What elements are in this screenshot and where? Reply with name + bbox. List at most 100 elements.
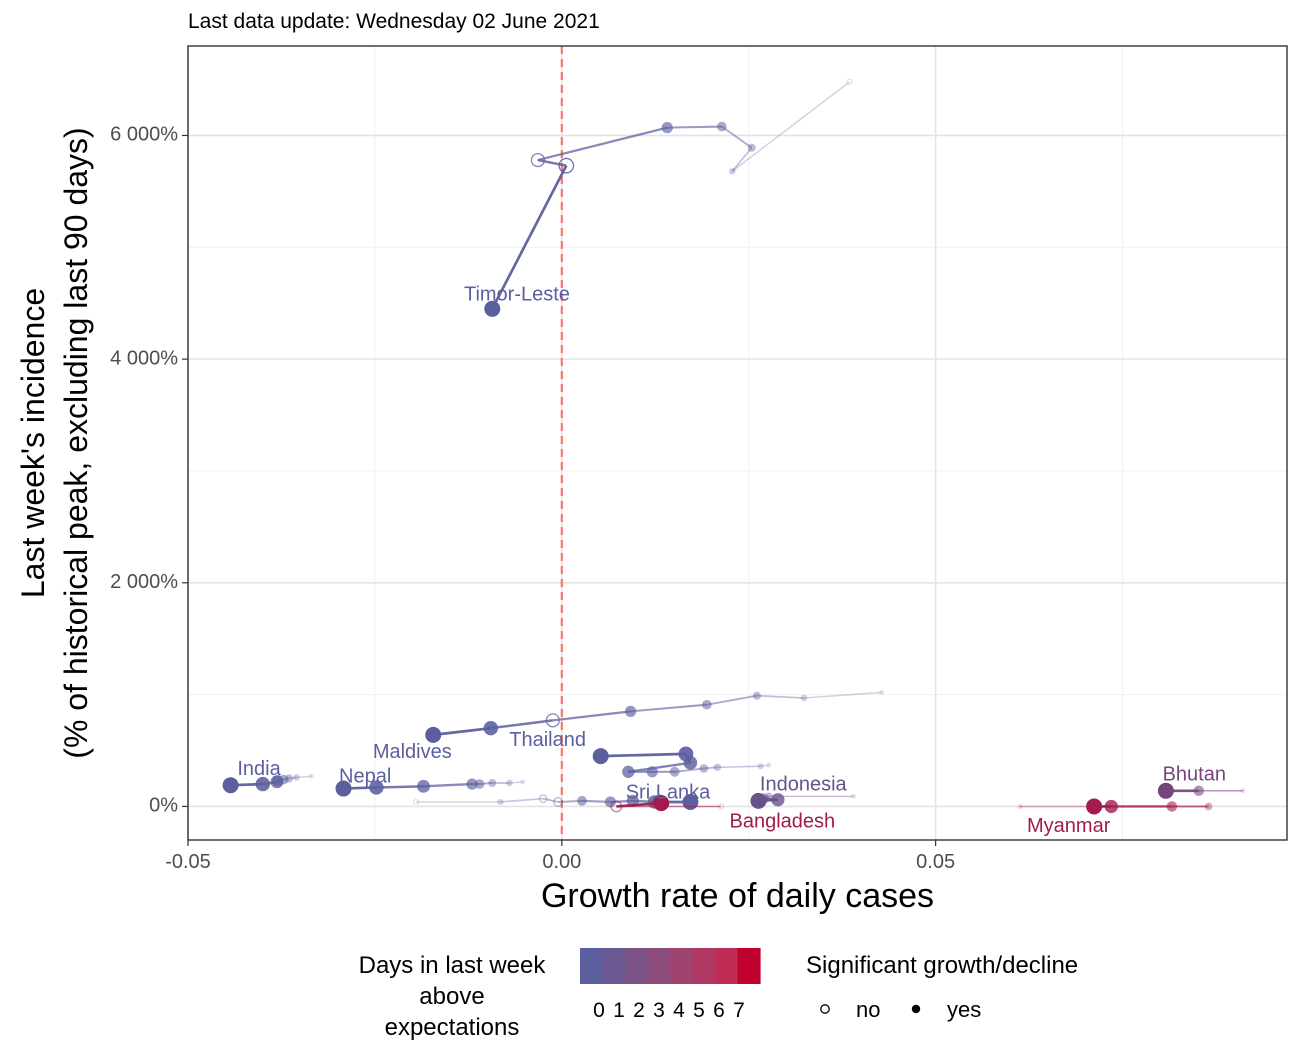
- series-nepal: [335, 778, 526, 797]
- color-legend-swatch: [647, 948, 671, 984]
- data-point: [308, 773, 314, 779]
- data-point: [846, 78, 853, 85]
- data-point: [483, 720, 498, 736]
- trajectory-segment: [491, 165, 568, 310]
- data-point: [558, 157, 575, 174]
- color-legend-swatch: [715, 948, 739, 984]
- panel-border: [187, 45, 1288, 841]
- y-tick-label: 2 000%: [110, 571, 178, 593]
- data-point: [771, 793, 785, 807]
- trajectory-segment: [706, 694, 758, 706]
- data-point: [520, 779, 526, 785]
- data-point: [530, 152, 545, 168]
- country-label-maldives: Maldives: [373, 741, 452, 763]
- series-maldives: [425, 689, 885, 743]
- data-point: [335, 780, 352, 797]
- data-point: [425, 726, 442, 743]
- data-point: [538, 794, 548, 803]
- trajectory-segment: [731, 147, 753, 172]
- data-point: [506, 779, 513, 787]
- color-legend-swatch: [625, 948, 649, 984]
- data-point: [716, 121, 727, 132]
- y-tick-label: 0%: [149, 795, 178, 817]
- data-point: [699, 764, 709, 773]
- x-axis-title: Growth rate of daily cases: [541, 877, 934, 915]
- trajectory-segment: [600, 752, 686, 758]
- country-label-nepal: Nepal: [339, 766, 391, 788]
- data-point: [701, 699, 712, 710]
- data-point: [646, 766, 658, 778]
- trajectory-segment: [288, 776, 297, 780]
- color-legend-swatch: [670, 948, 694, 984]
- data-point: [466, 778, 478, 790]
- chart-subtitle: Last data update: Wednesday 02 June 2021: [188, 10, 600, 33]
- data-point: [488, 778, 497, 788]
- country-label-bhutan: Bhutan: [1163, 763, 1226, 785]
- trajectory-segment: [542, 797, 559, 803]
- plot-panel: [188, 46, 1287, 840]
- data-point: [553, 796, 564, 807]
- country-label-timor-leste: Timor-Leste: [464, 284, 570, 306]
- series-bhutan: [1157, 782, 1246, 799]
- shape-legend-key: [911, 1004, 921, 1014]
- x-tick-label: 0.05: [916, 851, 955, 873]
- data-point: [766, 762, 772, 768]
- color-legend-swatch: [737, 948, 761, 984]
- color-legend-title: Days in last week above expectations: [359, 952, 547, 1041]
- trajectory-segment: [721, 125, 753, 149]
- x-tick-label: 0.00: [542, 851, 581, 873]
- color-legend-swatch: [580, 948, 604, 984]
- color-legend-swatch: [692, 948, 716, 984]
- trajectory-segment: [537, 126, 668, 162]
- data-point: [610, 800, 623, 813]
- data-point: [728, 167, 736, 175]
- x-tick-label: -0.05: [165, 851, 211, 873]
- data-point: [1166, 801, 1178, 812]
- data-point: [752, 691, 762, 700]
- y-tick-label: 4 000%: [110, 347, 178, 369]
- color-legend-label: 3: [653, 999, 665, 1022]
- data-point: [1240, 788, 1246, 794]
- shape-legend-key: [820, 1004, 830, 1014]
- country-label-bangladesh: Bangladesh: [730, 810, 836, 832]
- y-tick-label: 6 000%: [110, 124, 178, 146]
- data-point: [1017, 803, 1023, 809]
- series-timor-leste: [484, 78, 853, 317]
- data-point: [653, 795, 670, 812]
- data-point: [545, 713, 560, 728]
- trajectory-segment: [500, 797, 544, 803]
- trajectory-segment: [552, 710, 631, 722]
- shape-legend-title: Significant growth/decline: [806, 952, 1078, 979]
- country-label-thailand: Thailand: [509, 729, 586, 751]
- country-label-india: India: [237, 758, 281, 780]
- data-point: [713, 763, 722, 772]
- country-label-indonesia: Indonesia: [760, 773, 848, 795]
- trajectory-segment: [433, 726, 491, 737]
- data-point: [604, 796, 616, 808]
- data-point: [293, 774, 300, 781]
- color-legend-label: 7: [733, 999, 745, 1022]
- series-myanmar: [1017, 798, 1213, 815]
- trajectory-segment: [296, 775, 312, 779]
- trajectory-segment: [756, 694, 805, 699]
- data-point: [270, 775, 284, 789]
- country-label-myanmar: Myanmar: [1027, 815, 1111, 837]
- trajectory-segment: [717, 765, 761, 769]
- trajectory-segment: [490, 719, 553, 730]
- data-point: [800, 694, 808, 702]
- trajectory-segment: [423, 782, 473, 788]
- series-indonesia: [750, 792, 856, 809]
- data-point: [417, 779, 430, 793]
- country-label-sri-lanka: Sri Lanka: [626, 781, 711, 803]
- trajectory-segment: [630, 703, 707, 713]
- trajectory-segment: [803, 691, 882, 699]
- data-point: [622, 765, 635, 778]
- data-point: [750, 792, 767, 809]
- data-point: [484, 300, 501, 317]
- color-legend-label: 6: [713, 999, 725, 1022]
- data-point: [497, 798, 504, 806]
- data-point: [669, 766, 680, 777]
- trajectory-segment: [376, 785, 424, 789]
- series-bangladesh: [610, 795, 725, 813]
